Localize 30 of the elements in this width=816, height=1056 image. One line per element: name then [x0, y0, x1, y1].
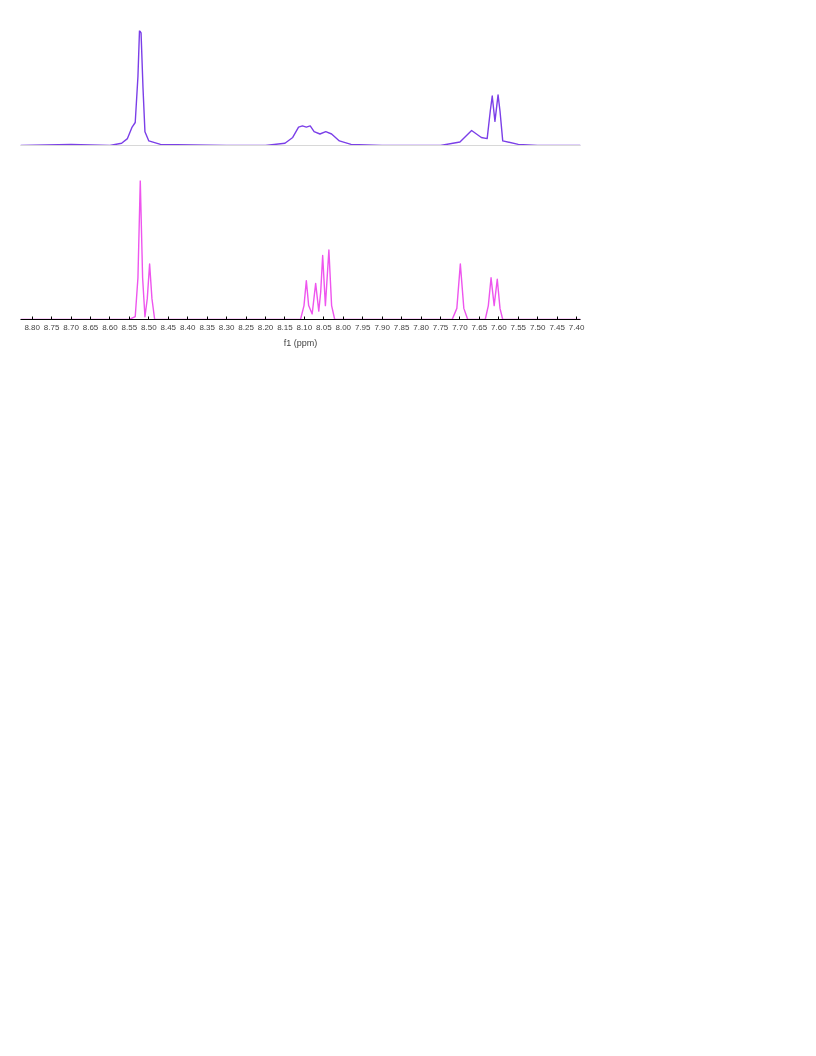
- x-tick-label: 7.60: [491, 322, 508, 332]
- x-tick-label: 7.75: [432, 322, 449, 332]
- x-tick-label: 7.95: [354, 322, 372, 332]
- x-tick-label: 7.40: [568, 322, 585, 332]
- x-tick-label: 8.40: [179, 322, 197, 332]
- x-axis-title: f1 (ppm): [283, 337, 318, 348]
- x-tick-label: 7.50: [529, 322, 547, 332]
- x-tick-label: 7.65: [471, 322, 488, 332]
- x-tick-label: 8.35: [199, 322, 216, 332]
- x-tick-label: 7.55: [510, 322, 527, 332]
- x-tick-label: 8.20: [257, 322, 274, 332]
- x-tick-label: 8.25: [238, 322, 255, 332]
- x-tick-label: 7.70: [452, 322, 469, 332]
- x-tick-label: 8.70: [63, 322, 80, 332]
- x-tick-label: 8.00: [335, 322, 352, 332]
- x-tick-label: 8.80: [24, 322, 41, 332]
- x-tick-label: 8.65: [82, 322, 99, 332]
- x-tick-label: 8.75: [43, 322, 60, 332]
- x-tick-label: 8.30: [218, 322, 235, 332]
- x-tick-label: 8.10: [296, 322, 313, 332]
- x-tick-label: 7.85: [393, 322, 410, 332]
- x-tick-label: 7.80: [413, 322, 430, 332]
- x-tick-label: 8.05: [316, 322, 333, 332]
- x-tick-label: 8.55: [121, 322, 138, 332]
- x-tick-label: 8.15: [277, 322, 294, 332]
- x-tick-label: 8.50: [141, 322, 158, 332]
- x-tick-label: 7.45: [549, 322, 566, 332]
- x-tick-label: 8.45: [160, 322, 177, 332]
- x-tick-label: 7.90: [374, 322, 391, 332]
- x-tick-label: 8.60: [102, 322, 119, 332]
